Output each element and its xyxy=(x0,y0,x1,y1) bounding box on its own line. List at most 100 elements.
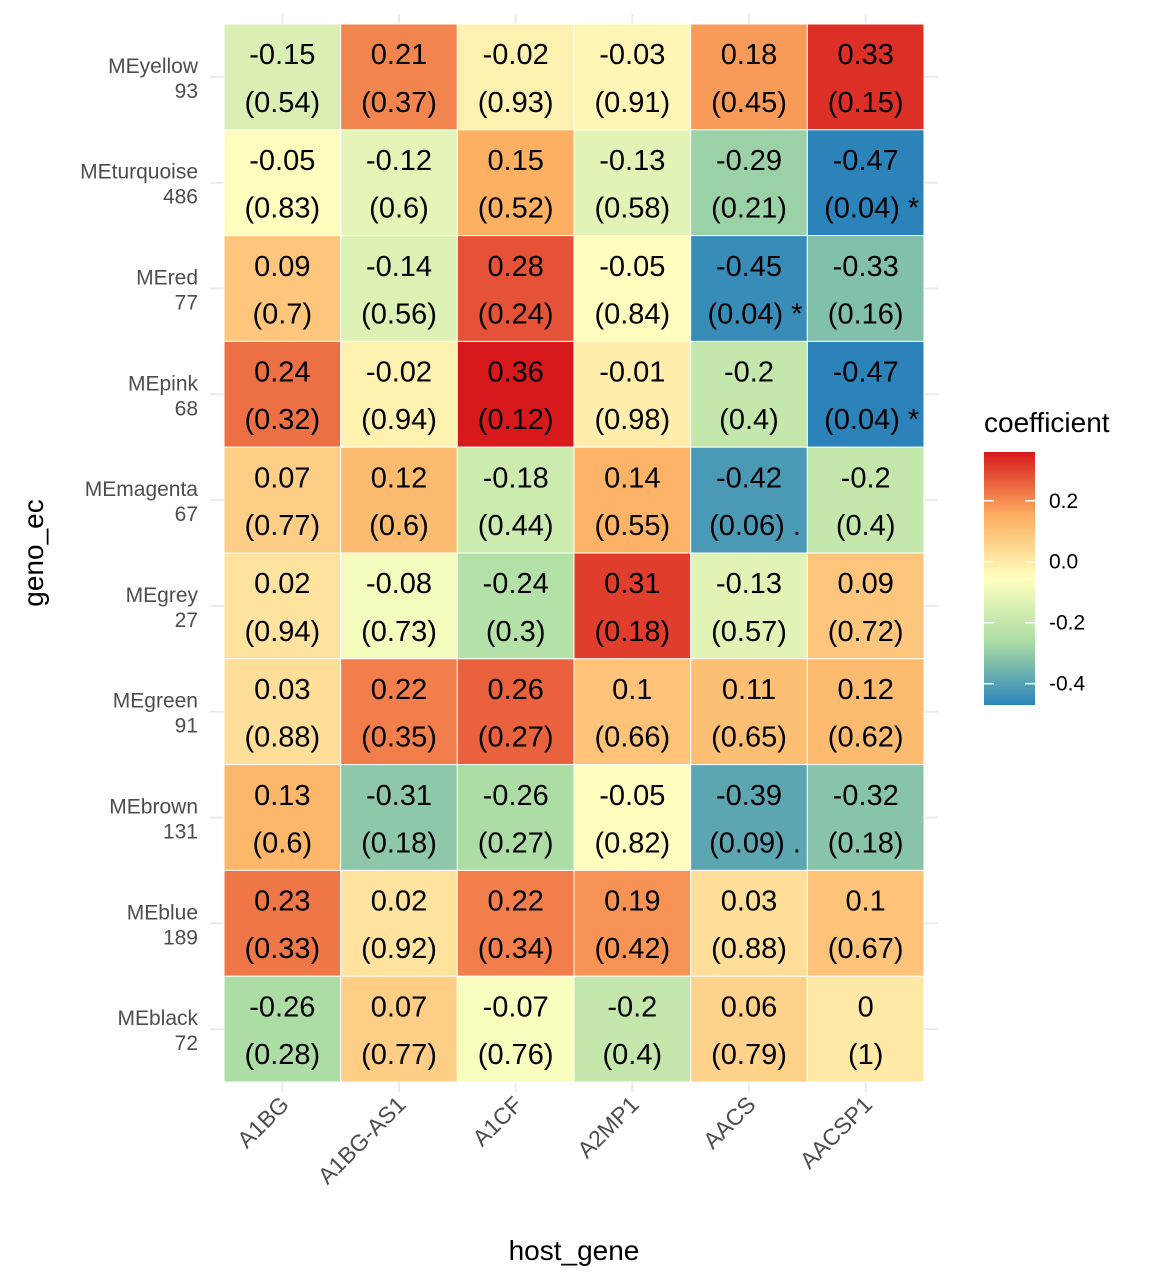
cell-pvalue-label: (0.04) * xyxy=(707,298,802,330)
y-tick-label: MEblack 72 xyxy=(117,1007,198,1055)
heatmap-cell xyxy=(806,658,925,766)
cell-coefficient-label: 0.19 xyxy=(604,886,660,918)
cell-coefficient-label: -0.03 xyxy=(599,39,665,71)
cell-pvalue-label: (0.98) xyxy=(594,404,670,436)
cell-coefficient-label: -0.08 xyxy=(366,568,432,600)
x-tick-label: AACSP1 xyxy=(795,1091,878,1174)
heatmap-cell xyxy=(340,975,458,1083)
cell-coefficient-label: 0.31 xyxy=(604,568,660,600)
cell-coefficient-label: -0.13 xyxy=(716,568,782,600)
cell-pvalue-label: (0.6) xyxy=(369,193,429,225)
heatmap-cell xyxy=(340,552,458,660)
heatmap-cell xyxy=(690,975,808,1083)
cell-coefficient-label: 0.18 xyxy=(721,39,777,71)
y-tick-label: MEblue 189 xyxy=(127,901,198,949)
heatmap-cell xyxy=(573,23,692,131)
cell-coefficient-label: 0.15 xyxy=(487,145,543,177)
cell-coefficient-label: -0.12 xyxy=(366,145,432,177)
cell-pvalue-label: (0.27) xyxy=(478,722,554,754)
heatmap-cell xyxy=(806,446,925,554)
cell-coefficient-label: 0 xyxy=(858,991,874,1023)
cell-pvalue-label: (0.6) xyxy=(253,827,313,859)
heatmap-cell xyxy=(340,658,458,766)
cell-coefficient-label: 0.11 xyxy=(722,674,776,706)
heatmap-cell xyxy=(806,975,925,1083)
cell-pvalue-label: (0.06) . xyxy=(709,510,801,542)
cell-pvalue-label: (0.88) xyxy=(244,722,320,754)
y-tick-label: MEgreen 91 xyxy=(113,690,198,738)
heatmap-cell xyxy=(690,235,808,342)
cell-pvalue-label: (0.76) xyxy=(478,1039,554,1071)
cell-pvalue-label: (0.34) xyxy=(478,933,554,965)
heatmap-cell xyxy=(456,975,575,1083)
cell-coefficient-label: -0.29 xyxy=(716,145,782,177)
legend-tick-label: -0.2 xyxy=(1049,612,1085,635)
cell-pvalue-label: (0.62) xyxy=(828,722,904,754)
heatmap-cell xyxy=(456,764,575,871)
cell-pvalue-label: (0.35) xyxy=(361,722,437,754)
cell-coefficient-label: 0.07 xyxy=(371,991,427,1023)
heatmap-cell xyxy=(573,869,692,977)
cell-pvalue-label: (0.18) xyxy=(594,616,670,648)
cell-pvalue-label: (0.77) xyxy=(361,1039,437,1071)
y-axis-title: geno_ec xyxy=(18,499,49,606)
cell-pvalue-label: (0.84) xyxy=(594,298,670,330)
cell-pvalue-label: (0.91) xyxy=(594,87,670,119)
cell-pvalue-label: (0.04) * xyxy=(824,404,919,436)
y-tick-name: MEgrey xyxy=(126,584,199,607)
heatmap-cell xyxy=(223,975,342,1083)
heatmap-cell xyxy=(690,129,808,237)
y-tick-count: 486 xyxy=(163,186,198,209)
heatmap-cell xyxy=(223,23,342,131)
cell-coefficient-label: 0.26 xyxy=(487,674,543,706)
heatmap-cell xyxy=(340,446,458,554)
cell-coefficient-label: 0.03 xyxy=(721,886,777,918)
cell-coefficient-label: 0.03 xyxy=(254,674,310,706)
cell-coefficient-label: 0.23 xyxy=(254,886,310,918)
heatmap-cell xyxy=(223,764,342,871)
x-tick-label: A2MP1 xyxy=(572,1091,644,1163)
heatmap-cell xyxy=(223,869,342,977)
cell-coefficient-label: 0.21 xyxy=(371,39,427,71)
cell-pvalue-label: (0.32) xyxy=(244,404,320,436)
cell-coefficient-label: -0.47 xyxy=(833,357,899,389)
cell-pvalue-label: (0.67) xyxy=(828,933,904,965)
cell-pvalue-label: (0.77) xyxy=(244,510,320,542)
y-tick-count: 189 xyxy=(163,926,198,949)
heatmap-cell xyxy=(340,869,458,977)
cell-pvalue-label: (0.45) xyxy=(711,87,787,119)
heatmap-cell xyxy=(456,129,575,237)
heatmap-cell xyxy=(456,340,575,448)
cell-coefficient-label: -0.39 xyxy=(716,780,782,812)
cell-coefficient-label: 0.24 xyxy=(254,357,310,389)
cell-coefficient-label: -0.15 xyxy=(249,39,315,71)
cell-pvalue-label: (0.3) xyxy=(486,616,546,648)
cell-pvalue-label: (0.57) xyxy=(711,616,787,648)
cell-pvalue-label: (0.83) xyxy=(244,193,320,225)
heatmap-cell xyxy=(690,658,808,766)
legend-tick-label: -0.4 xyxy=(1049,673,1086,696)
heatmap-cell xyxy=(806,235,925,342)
y-tick-count: 27 xyxy=(175,609,198,632)
cell-pvalue-label: (0.56) xyxy=(361,298,437,330)
cell-pvalue-label: (0.73) xyxy=(361,616,437,648)
cell-coefficient-label: -0.31 xyxy=(366,780,432,812)
legend-title: coefficient xyxy=(984,407,1110,438)
heatmap-cell xyxy=(573,446,692,554)
cell-coefficient-label: 0.07 xyxy=(254,462,310,494)
cell-pvalue-label: (0.88) xyxy=(711,933,787,965)
heatmap-cell xyxy=(223,129,342,237)
cell-coefficient-label: 0.09 xyxy=(254,251,310,283)
legend-tick-label: 0.2 xyxy=(1049,490,1078,513)
heatmap-cell xyxy=(806,340,925,448)
y-tick-name: MEred xyxy=(136,267,198,290)
cell-pvalue-label: (0.24) xyxy=(478,298,554,330)
cell-coefficient-label: -0.02 xyxy=(483,39,549,71)
heatmap-cell xyxy=(573,975,692,1083)
y-tick-count: 72 xyxy=(175,1032,198,1055)
cell-coefficient-label: 0.1 xyxy=(612,674,652,706)
y-tick-label: MEturquoise 486 xyxy=(80,161,198,209)
heatmap-cell xyxy=(690,869,808,977)
x-tick-label: A1BG xyxy=(232,1091,294,1153)
